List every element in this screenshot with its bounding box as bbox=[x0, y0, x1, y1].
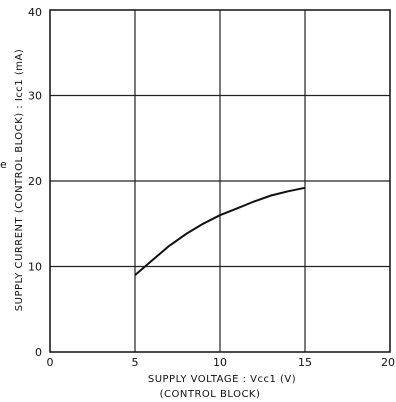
y-axis-label: SUPPLY CURRENT (CONTROL BLOCK) : Icc1 (m… bbox=[14, 49, 25, 311]
x-axis-ticks: 0 5 10 15 20 bbox=[47, 356, 396, 369]
y-axis-ticks: 0 10 20 30 40 bbox=[28, 6, 42, 359]
stray-mark: e bbox=[0, 158, 7, 171]
y-tick-label: 30 bbox=[28, 90, 42, 103]
y-tick-label: 20 bbox=[28, 175, 42, 188]
x-tick-label: 5 bbox=[132, 356, 139, 369]
y-tick-label: 40 bbox=[28, 6, 42, 19]
plot-frame bbox=[49, 9, 391, 353]
chart-grid bbox=[50, 10, 390, 352]
y-tick-label: 10 bbox=[28, 261, 42, 274]
x-axis-label: SUPPLY VOLTAGE : Vcc1 (V) bbox=[148, 374, 296, 385]
x-tick-label: 0 bbox=[47, 356, 54, 369]
x-tick-label: 10 bbox=[213, 356, 227, 369]
series-line bbox=[134, 186, 306, 276]
y-tick-label: 0 bbox=[35, 346, 42, 359]
x-tick-label: 20 bbox=[381, 356, 395, 369]
x-tick-label: 15 bbox=[298, 356, 312, 369]
x-axis-label-sub: (CONTROL BLOCK) bbox=[160, 389, 261, 400]
